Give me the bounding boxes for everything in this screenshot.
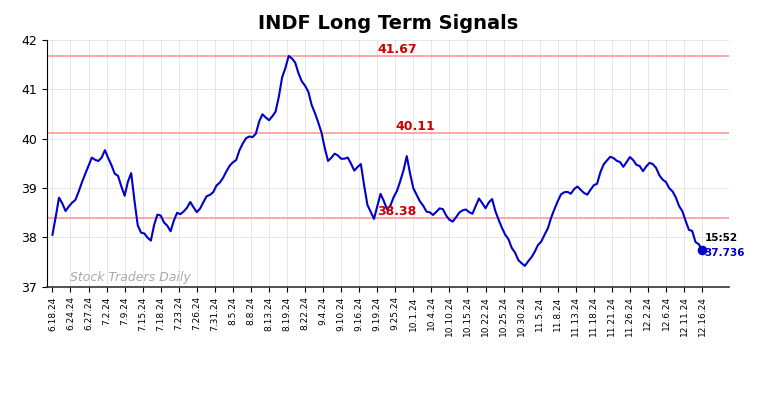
Text: 38.38: 38.38: [377, 205, 416, 219]
Text: 37.736: 37.736: [705, 248, 746, 258]
Text: 41.67: 41.67: [377, 43, 417, 56]
Text: Stock Traders Daily: Stock Traders Daily: [71, 271, 191, 284]
Point: [695, 247, 708, 254]
Title: INDF Long Term Signals: INDF Long Term Signals: [258, 14, 518, 33]
Text: 15:52: 15:52: [705, 233, 738, 243]
Text: 40.11: 40.11: [395, 120, 435, 133]
